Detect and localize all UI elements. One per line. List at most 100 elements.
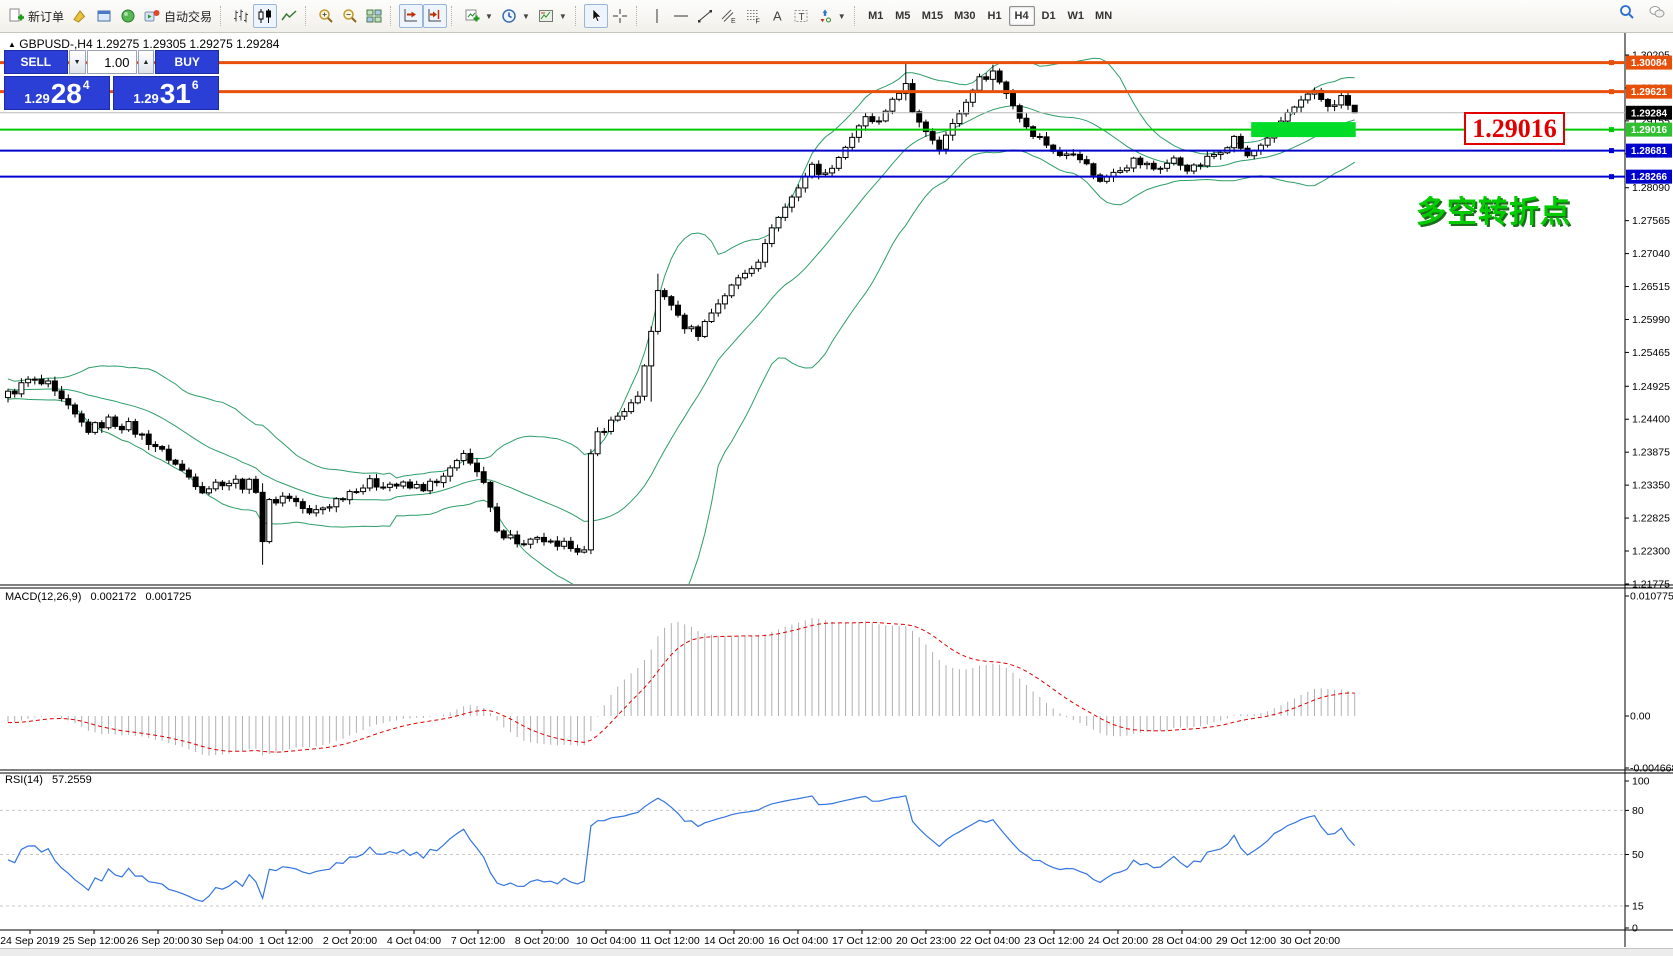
candle — [1190, 164, 1197, 172]
sell-price-box[interactable]: 1.29 28 4 — [4, 76, 110, 110]
candle — [45, 380, 52, 385]
macd-pane — [7, 617, 1356, 756]
chat-icon[interactable] — [1649, 4, 1665, 20]
tab-timeframe-M1[interactable]: M1 — [868, 10, 884, 22]
bottom-scrollbar-strip[interactable] — [0, 948, 1673, 956]
time-axis-label: 24 Oct 20:00 — [1088, 935, 1148, 947]
svg-text:T: T — [798, 12, 804, 23]
annotation-text[interactable]: 多空转折点 — [1416, 196, 1571, 229]
vertical-line-tool-button[interactable] — [645, 4, 669, 28]
text-tool-button[interactable]: A — [765, 4, 789, 28]
tab-timeframe-M15[interactable]: M15 — [921, 10, 944, 22]
collapse-arrow-icon[interactable]: ▲ — [8, 40, 16, 49]
candle — [1324, 98, 1331, 107]
price-tick: 1.25990 — [1632, 314, 1670, 326]
navigator-button[interactable] — [92, 4, 116, 28]
line-chart-mode-button[interactable] — [277, 4, 301, 28]
candle — [246, 478, 253, 490]
tile-windows-button[interactable] — [362, 4, 386, 28]
text-label-icon: T — [794, 10, 808, 23]
price-tick: 1.26515 — [1632, 281, 1670, 293]
candle — [467, 452, 474, 464]
buy-price-box[interactable]: 1.29 31 6 — [113, 76, 219, 110]
volume-input[interactable] — [86, 50, 137, 74]
market-watch-button[interactable] — [68, 4, 92, 28]
new-order-button[interactable]: 新订单 — [4, 4, 68, 28]
highlight-zone[interactable] — [1251, 122, 1356, 138]
equidistant-channel-tool-button[interactable]: E — [717, 4, 741, 28]
template-icon — [538, 10, 553, 22]
tab-timeframe-H1[interactable]: H1 — [987, 10, 1002, 22]
candle — [11, 390, 18, 395]
tab-timeframe-D1[interactable]: D1 — [1041, 10, 1056, 22]
candle — [1043, 136, 1050, 146]
candle — [1130, 157, 1137, 169]
bar-chart-mode-button[interactable] — [229, 4, 253, 28]
new-order-label: 新订单 — [28, 9, 65, 24]
tab-timeframe-M30[interactable]: M30 — [954, 10, 976, 22]
horizontal-line-tool-button[interactable] — [669, 4, 693, 28]
candle — [212, 481, 219, 490]
autotrading-icon — [144, 10, 160, 22]
cursor-tool-button[interactable] — [583, 4, 608, 28]
price-badge-label: 1.30084 — [1631, 58, 1668, 69]
price-tick: 1.23350 — [1632, 480, 1670, 492]
tab-timeframe-W1[interactable]: W1 — [1067, 10, 1085, 22]
toolbar-grip — [305, 6, 310, 26]
terminal-button[interactable] — [116, 4, 140, 28]
candle — [1204, 155, 1211, 167]
sell-button[interactable]: SELL — [4, 50, 68, 74]
candle — [608, 419, 614, 432]
candle — [534, 536, 541, 540]
candle — [333, 498, 340, 508]
volume-increase-button[interactable]: ▲ — [137, 50, 155, 74]
text-label-tool-button[interactable]: T — [789, 4, 813, 28]
search-icon[interactable] — [1619, 4, 1635, 20]
hline-endpoint-marker — [1609, 148, 1614, 154]
macd-signal-value: 0.001725 — [145, 591, 192, 603]
buy-button[interactable]: BUY — [155, 50, 219, 74]
tab-timeframe-M5[interactable]: M5 — [895, 10, 911, 22]
candle — [31, 378, 38, 381]
candle — [139, 433, 145, 436]
rsi-name: RSI(14) — [5, 774, 43, 786]
candle — [286, 495, 293, 499]
timeframes-dropdown[interactable]: ▼ — [497, 4, 534, 28]
trendline-tool-button[interactable] — [693, 4, 717, 28]
candle — [1016, 105, 1023, 119]
candle — [1197, 164, 1204, 167]
candle — [795, 187, 802, 198]
candle — [721, 295, 728, 305]
tab-timeframe-MN[interactable]: MN — [1095, 10, 1113, 22]
templates-dropdown[interactable]: ▼ — [534, 4, 571, 28]
candle — [628, 402, 635, 413]
fibonacci-tool-button[interactable]: F — [741, 4, 765, 28]
candle — [380, 486, 387, 489]
time-axis-label: 23 Oct 12:00 — [1024, 935, 1084, 947]
zoom-in-button[interactable] — [314, 4, 338, 28]
chart-shift-button[interactable] — [423, 4, 448, 28]
auto-scroll-icon — [404, 9, 418, 22]
volume-decrease-button[interactable]: ▼ — [68, 50, 86, 74]
price-callout-box[interactable]: 1.29016 — [1464, 112, 1565, 145]
tab-timeframe-H4[interactable]: H4 — [1008, 6, 1035, 26]
graphical-objects-dropdown[interactable]: ▼ — [813, 4, 850, 28]
candle — [18, 382, 25, 395]
auto-scroll-button[interactable] — [399, 4, 424, 28]
candle — [1170, 157, 1177, 164]
candle — [326, 506, 333, 509]
autotrading-button[interactable]: 自动交易 — [140, 4, 216, 28]
zoom-out-button[interactable] — [338, 4, 362, 28]
rsi-axis-tick: 0 — [1632, 923, 1638, 935]
time-axis-label: 1 Oct 12:00 — [259, 935, 313, 947]
candle — [621, 411, 628, 417]
crosshair-tool-button[interactable] — [608, 4, 632, 28]
candle — [400, 481, 407, 487]
candlestick-mode-button[interactable] — [253, 4, 278, 28]
sell-price-big: 28 — [50, 78, 82, 109]
candle — [507, 534, 514, 539]
candle — [1150, 162, 1157, 170]
price-badge — [1626, 169, 1672, 184]
new-chart-dropdown[interactable]: ▼ — [460, 4, 497, 28]
